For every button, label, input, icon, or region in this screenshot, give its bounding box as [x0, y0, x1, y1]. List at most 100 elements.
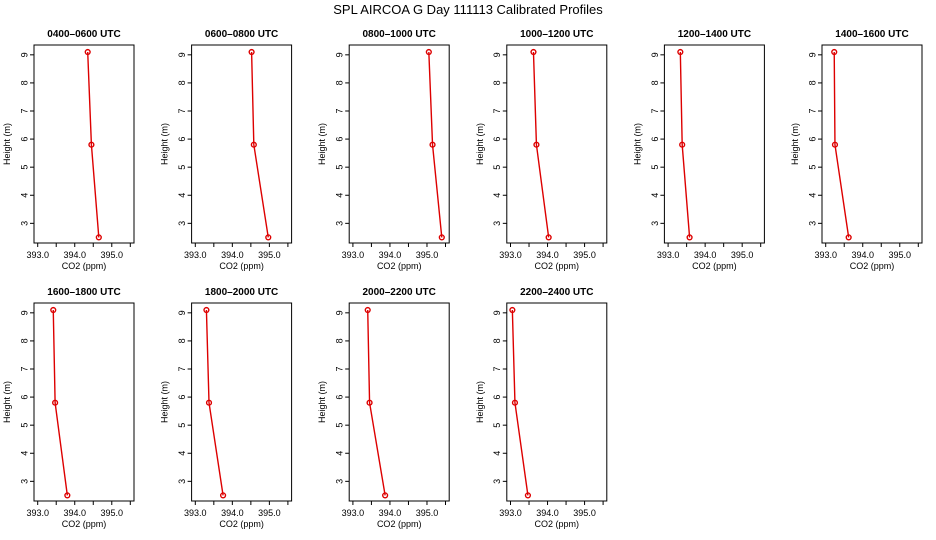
x-axis-label: CO2 (ppm): [692, 261, 737, 271]
y-axis-label: Height (m): [2, 381, 12, 423]
chart-panel: 2000–2200 UTC 393.0 394.0 395.0 3 4 5 6 7 8 9 CO2 (…: [317, 287, 450, 529]
y-tick-label: 4: [650, 193, 660, 198]
data-point: [364, 306, 371, 314]
y-tick-label: 6: [19, 137, 29, 142]
x-tick-label: 394.0: [379, 250, 402, 260]
y-tick-label: 6: [650, 137, 660, 142]
y-tick-label: 4: [177, 451, 187, 456]
y-tick-label: 3: [177, 221, 187, 226]
data-point: [250, 141, 257, 148]
data-point: [265, 234, 272, 241]
chart-panel: 0600–0800 UTC 393.0 394.0 395.0 3 4 5 6 7 8 9 CO2 (…: [160, 29, 293, 271]
plot-frame: [191, 44, 293, 244]
x-tick-label: 393.0: [499, 508, 522, 518]
chart-panel: 1600–1800 UTC 393.0 394.0 395.0 3 4 5 6 7 8 9 CO2 (…: [2, 287, 135, 529]
x-axis-label: CO2 (ppm): [850, 261, 895, 271]
x-tick-label: 393.0: [814, 250, 837, 260]
x-axis-label: CO2 (ppm): [62, 261, 107, 271]
y-tick-label: 5: [650, 165, 660, 170]
panel-title: 1800–2000 UTC: [205, 287, 278, 298]
plot-frame: [506, 302, 608, 502]
x-tick-label: 393.0: [184, 508, 207, 518]
y-tick-label: 6: [335, 137, 345, 142]
y-tick-label: 4: [492, 451, 502, 456]
y-tick-label: 9: [19, 52, 29, 57]
plot-frame: [506, 44, 608, 244]
chart-panel: 1800–2000 UTC 393.0 394.0 395.0 3 4 5 6 7 8 9 CO2 (…: [160, 287, 293, 529]
y-tick-label: 7: [650, 108, 660, 113]
data-point: [845, 234, 852, 241]
panel-title: 2000–2200 UTC: [363, 287, 436, 298]
y-tick-label: 7: [177, 366, 187, 371]
data-point: [677, 48, 684, 56]
y-tick-label: 8: [19, 338, 29, 343]
data-point: [248, 48, 255, 56]
x-tick-label: 393.0: [342, 508, 365, 518]
data-point: [679, 141, 686, 148]
plot-frame: [663, 44, 765, 244]
x-tick-label: 393.0: [184, 250, 207, 260]
y-tick-label: 6: [492, 137, 502, 142]
y-tick-label: 4: [335, 193, 345, 198]
profile-line: [52, 310, 69, 496]
y-tick-label: 8: [19, 80, 29, 85]
x-tick-label: 394.0: [694, 250, 717, 260]
x-axis-label: CO2 (ppm): [377, 519, 422, 529]
y-tick-label: 4: [492, 193, 502, 198]
y-tick-label: 5: [19, 423, 29, 428]
y-tick-label: 3: [650, 221, 660, 226]
profile-line: [833, 52, 850, 238]
y-tick-label: 6: [177, 395, 187, 400]
y-tick-label: 7: [335, 366, 345, 371]
chart-panel: 0400–0600 UTC 393.0 394.0 395.0 3 4 5 6 7 8 9 CO2 (…: [2, 29, 135, 271]
y-tick-label: 9: [807, 52, 817, 57]
x-tick-label: 395.0: [889, 250, 912, 260]
profile-line: [87, 51, 100, 238]
y-tick-label: 3: [19, 221, 29, 226]
y-axis-label: Height (m): [475, 381, 485, 423]
plot-frame: [33, 302, 135, 502]
y-tick-label: 3: [19, 479, 29, 484]
data-point: [205, 399, 213, 406]
profile-line: [205, 310, 224, 496]
y-tick-label: 8: [335, 80, 345, 85]
y-tick-label: 5: [335, 165, 345, 170]
y-tick-label: 6: [19, 395, 29, 400]
data-point: [52, 399, 59, 406]
y-tick-label: 6: [335, 395, 345, 400]
x-tick-label: 395.0: [416, 250, 439, 260]
y-tick-label: 8: [807, 80, 817, 85]
x-tick-label: 394.0: [851, 250, 874, 260]
y-tick-label: 8: [177, 338, 187, 343]
y-axis-label: Height (m): [317, 381, 327, 423]
profile-line: [250, 52, 269, 238]
y-tick-label: 7: [492, 366, 502, 371]
data-point: [438, 234, 445, 241]
y-tick-label: 3: [335, 479, 345, 484]
plot-frame: [33, 44, 135, 244]
x-tick-label: 394.0: [221, 508, 244, 518]
data-point: [533, 141, 540, 148]
panel-title: 1000–1200 UTC: [520, 29, 593, 40]
y-tick-label: 3: [492, 221, 502, 226]
data-point: [50, 306, 57, 314]
x-tick-label: 394.0: [536, 508, 559, 518]
y-tick-label: 4: [335, 451, 345, 456]
y-tick-label: 8: [492, 338, 502, 343]
data-point: [686, 234, 693, 241]
profile-line: [511, 310, 529, 496]
x-tick-label: 394.0: [221, 250, 244, 260]
y-tick-label: 5: [807, 165, 817, 170]
y-tick-label: 5: [177, 423, 187, 428]
x-axis-label: CO2 (ppm): [377, 261, 422, 271]
data-point: [831, 48, 838, 56]
plot-frame: [348, 302, 450, 502]
panel-title: 1400–1600 UTC: [835, 29, 908, 40]
y-axis-label: Height (m): [632, 123, 642, 165]
chart-panel: 2200–2400 UTC 393.0 394.0 395.0 3 4 5 6 7 8 9 CO2 (…: [475, 287, 608, 529]
x-tick-label: 393.0: [342, 250, 365, 260]
y-tick-label: 9: [492, 52, 502, 57]
x-tick-label: 395.0: [101, 508, 124, 518]
x-tick-label: 395.0: [573, 508, 596, 518]
